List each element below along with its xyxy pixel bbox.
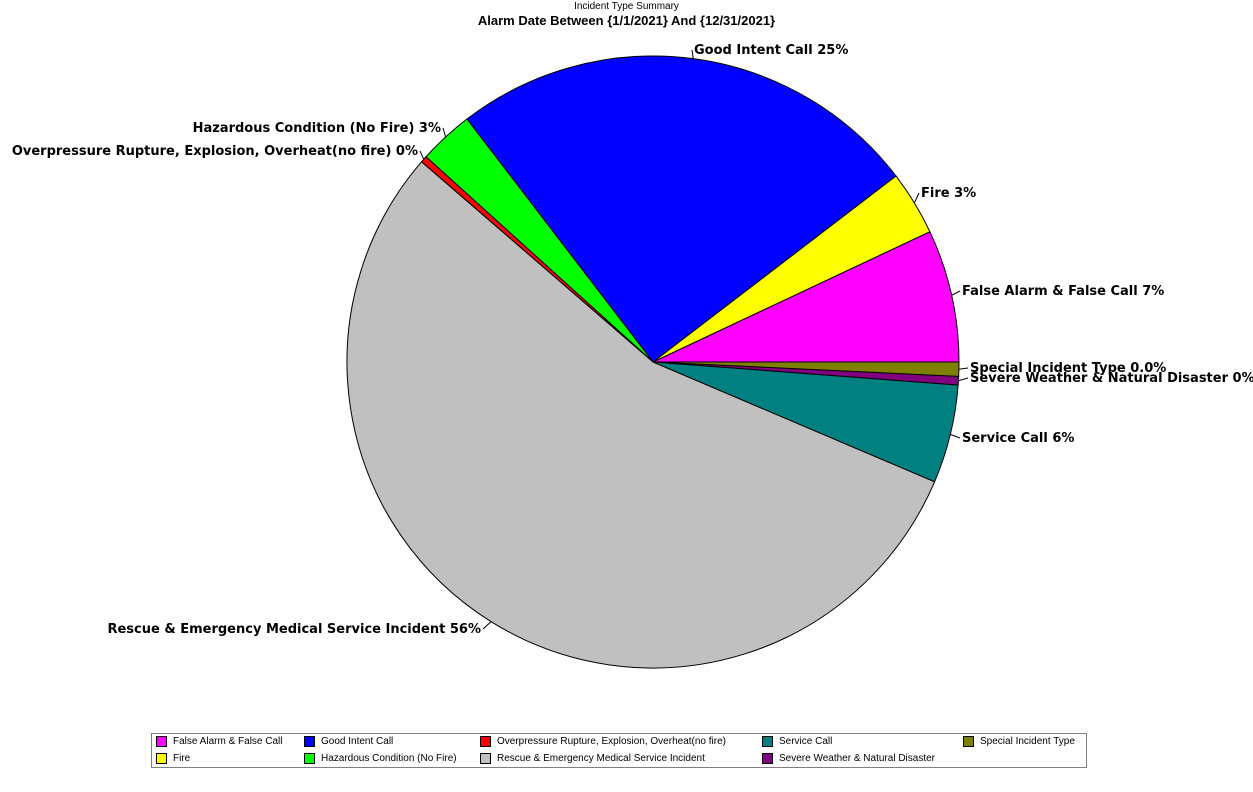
legend-item: Fire: [156, 752, 190, 766]
leader-line: [951, 290, 961, 296]
legend-swatch: [963, 736, 974, 747]
slice-label: Hazardous Condition (No Fire) 3%: [193, 121, 441, 136]
legend-swatch: [762, 736, 773, 747]
slice-label: Severe Weather & Natural Disaster 0%: [970, 371, 1253, 386]
leader-line: [913, 192, 920, 204]
leader-line: [482, 621, 492, 630]
chart-subtitle: Incident Type Summary: [574, 1, 679, 12]
legend-item: Good Intent Call: [304, 735, 393, 749]
leader-line: [691, 49, 694, 59]
legend-swatch: [156, 736, 167, 747]
slice-label: False Alarm & False Call 7%: [962, 284, 1164, 299]
legend-label: Service Call: [779, 736, 833, 747]
pie-slice: [346, 161, 936, 669]
legend-item: Rescue & Emergency Medical Service Incid…: [480, 752, 705, 766]
legend-swatch: [762, 753, 773, 764]
legend-label: False Alarm & False Call: [173, 736, 283, 747]
slice-label: Service Call 6%: [962, 431, 1074, 446]
slice-label: Overpressure Rupture, Explosion, Overhea…: [12, 144, 418, 159]
leader-line: [958, 377, 969, 382]
legend-label: Fire: [173, 753, 191, 764]
legend-item: Severe Weather & Natural Disaster: [762, 752, 935, 766]
legend-label: Special Incident Type: [980, 736, 1075, 747]
legend-item: Special Incident Type: [963, 735, 1075, 749]
leader-line: [950, 433, 961, 439]
legend-label: Good Intent Call: [321, 736, 394, 747]
legend-item: Service Call: [762, 735, 832, 749]
legend-swatch: [480, 753, 491, 764]
slice-label: Good Intent Call 25%: [694, 43, 848, 58]
chart-legend: False Alarm & False Call Fire Good Intent …: [151, 733, 1087, 768]
legend-label: Hazardous Condition (No Fire): [321, 753, 457, 764]
legend-label: Rescue & Emergency Medical Service Incid…: [497, 753, 705, 764]
legend-swatch: [304, 736, 315, 747]
legend-swatch: [304, 753, 315, 764]
pie-slice: [466, 55, 897, 363]
legend-swatch: [156, 753, 167, 764]
leader-line: [958, 367, 969, 370]
slice-label: Special Incident Type 0.0%: [970, 361, 1166, 376]
legend-swatch: [480, 736, 491, 747]
chart-title: Alarm Date Between {1/1/2021} And {12/31…: [477, 13, 776, 28]
slice-label: Rescue & Emergency Medical Service Incid…: [107, 622, 481, 637]
legend-item: Hazardous Condition (No Fire): [304, 752, 457, 766]
leader-line: [442, 127, 447, 138]
legend-label: Overpressure Rupture, Explosion, Overhea…: [497, 736, 726, 747]
legend-item: Overpressure Rupture, Explosion, Overhea…: [480, 735, 726, 749]
legend-item: False Alarm & False Call: [156, 735, 282, 749]
legend-label: Severe Weather & Natural Disaster: [779, 753, 935, 764]
pie-slice: [652, 361, 960, 377]
leader-line: [419, 150, 425, 160]
slice-label: Fire 3%: [921, 186, 976, 201]
